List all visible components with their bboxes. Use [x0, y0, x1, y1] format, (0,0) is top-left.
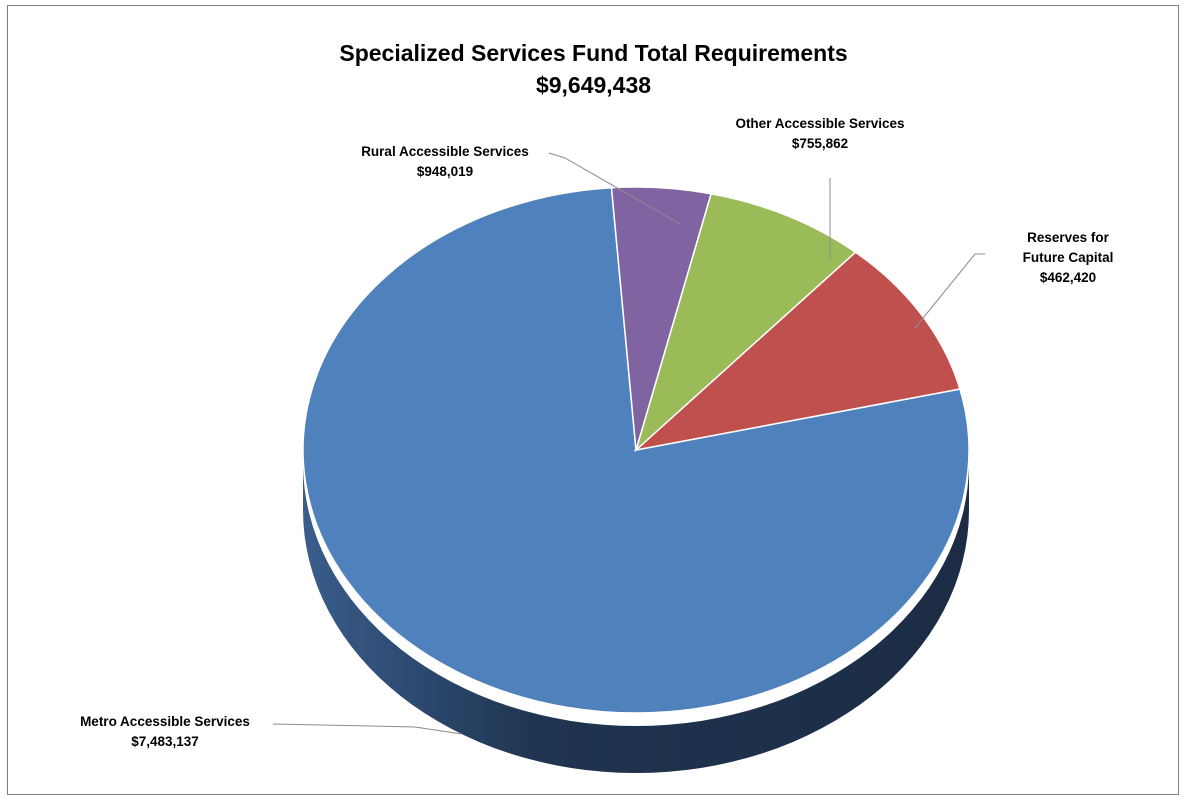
data-label-reserves: Reserves for Future Capital $462,420 [1023, 230, 1114, 285]
data-label-rural: Rural Accessible Services $948,019 [361, 144, 529, 179]
leader-line-reserves [914, 253, 985, 329]
data-label-metro: Metro Accessible Services $7,483,137 [80, 714, 250, 749]
leader-line-rural [548, 152, 681, 225]
pie-slice-other [634, 192, 857, 453]
pie-slice-reserves [610, 186, 713, 451]
pie-side-wall [303, 463, 969, 773]
chart-title: Specialized Services Fund Total Requirem… [339, 40, 848, 66]
leader-line-metro [272, 723, 463, 735]
data-label-other: Other Accessible Services $755,862 [735, 116, 904, 151]
chart-subtitle: $9,649,438 [535, 72, 652, 98]
pie-slice-rural [633, 251, 961, 452]
